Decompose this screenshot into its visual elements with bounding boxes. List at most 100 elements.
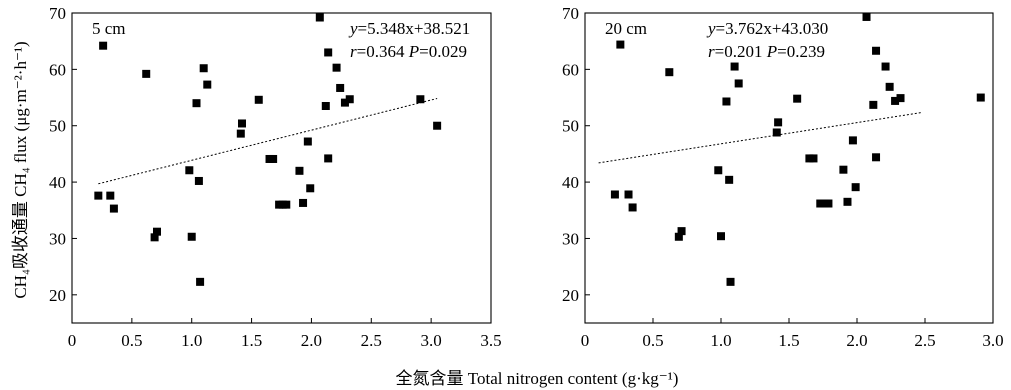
data-point [628,203,637,212]
data-point [433,121,442,130]
data-point [192,99,201,108]
data-point [106,191,115,200]
y-tick-label: 30 [49,229,66,248]
data-point [99,41,108,50]
x-tick-label: 1.5 [241,331,262,350]
data-point [237,119,246,128]
data-point [726,277,735,286]
panel-5cm: 0 0.5 1.0 1.5 2.0 2.5 3.0 3.5 20 30 40 50 60 70 5 cm y=… [49,4,502,350]
data-point [734,79,743,88]
panel-title: 20 cm [605,19,647,38]
x-tick-label: 0 [581,331,590,350]
regression-equation: y=3.762x+43.030 [706,19,828,38]
data-point [196,277,205,286]
data-point [872,153,881,162]
data-point [677,227,686,236]
data-point [324,48,333,57]
data-point [94,191,103,200]
data-point [295,166,304,175]
data-point [885,82,894,91]
data-point [282,200,291,209]
data-point [869,100,878,109]
data-point [299,198,308,207]
data-point [851,183,860,192]
data-point [254,95,263,104]
y-tick-label: 50 [562,117,579,136]
data-point [416,95,425,104]
data-point [152,227,161,236]
data-point [315,13,324,22]
y-tick-label: 40 [49,173,66,192]
y-tick-label: 50 [49,117,66,136]
data-point [843,197,852,206]
data-point [976,93,985,102]
data-point [109,204,118,213]
data-point [820,199,829,208]
y-tick-label: 70 [562,4,579,23]
x-tick-label: 2.5 [914,331,935,350]
data-point [199,64,208,73]
data-point [891,96,900,105]
data-point [185,166,194,175]
data-point [839,165,848,174]
data-point [725,175,734,184]
data-point [303,137,312,146]
data-point [187,232,196,241]
data-point [774,118,783,127]
data-point [665,68,674,77]
data-point [714,166,723,175]
data-point [872,46,881,55]
data-point [340,98,349,107]
data-point [722,97,731,106]
data-point [793,94,802,103]
y-tick-label: 60 [49,60,66,79]
data-point [896,94,905,103]
y-tick-label: 30 [562,229,579,248]
data-point [610,190,619,199]
regression-stats: r=0.364 P=0.029 [350,42,467,61]
data-point [236,129,245,138]
data-point [772,128,781,137]
x-tick-label: 0.5 [121,331,142,350]
panel-20cm: 0 0.5 1.0 1.5 2.0 2.5 3.0 20 30 40 50 60 70 20 cm y=3.… [562,4,1004,350]
data-point [194,176,203,185]
data-point [816,199,825,208]
x-tick-label: 3.0 [421,331,442,350]
x-tick-label: 3.0 [982,331,1003,350]
x-tick-label: 2.5 [361,331,382,350]
x-tick-label: 0.5 [642,331,663,350]
panel-title: 5 cm [92,19,126,38]
x-tick-label: 2.0 [846,331,867,350]
data-point [332,63,341,72]
data-point [809,154,818,163]
data-point [150,233,159,242]
y-tick-label: 40 [562,173,579,192]
y-tick-label: 20 [562,286,579,305]
x-axis-label: 全氮含量 Total nitrogen content (g·kg⁻¹) [396,369,679,388]
data-point [616,40,625,49]
data-point [306,184,315,193]
trend-line [98,98,438,185]
y-tick-label: 20 [49,286,66,305]
data-point [324,154,333,163]
data-point [824,199,833,208]
regression-stats: r=0.201 P=0.239 [708,42,825,61]
data-point [730,62,739,71]
data-point [336,83,345,92]
y-tick-label: 70 [49,4,66,23]
x-tick-label: 1.5 [778,331,799,350]
x-tick-label: 2.0 [301,331,322,350]
data-point [717,232,725,241]
data-point [142,69,151,78]
y-axis-label: CH₄吸收通量 CH₄ flux (μg·m⁻²·h⁻¹) [11,41,30,298]
data-point [345,95,354,104]
data-point [321,102,330,110]
x-tick-label: 1.0 [181,331,202,350]
data-point [862,12,871,21]
data-point [674,232,683,241]
data-point [203,80,212,89]
plot-frame [71,12,492,324]
x-tick-label: 1.0 [710,331,731,350]
data-point [881,62,890,71]
